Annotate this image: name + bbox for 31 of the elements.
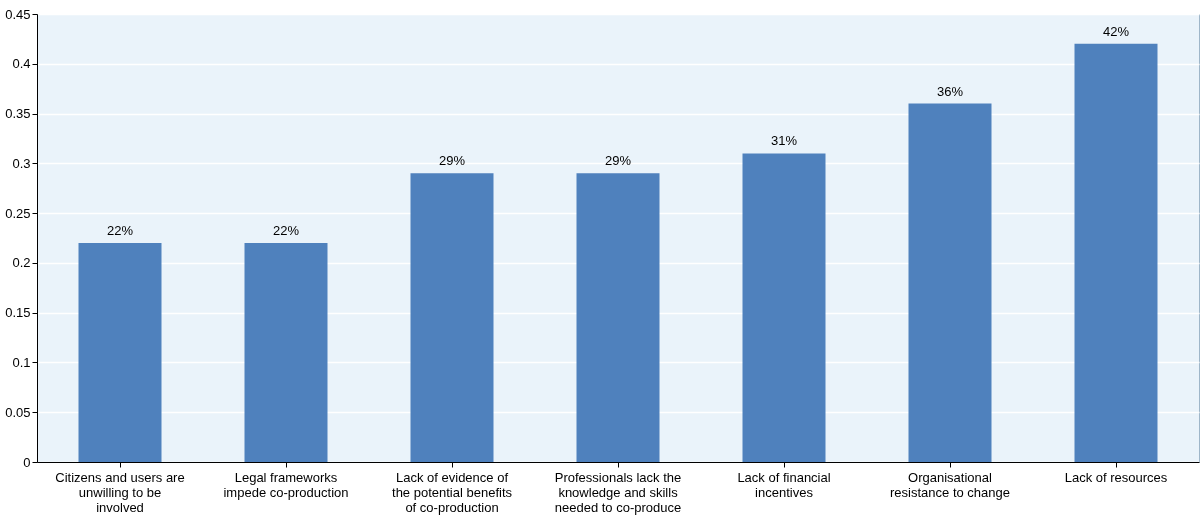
y-tick-label: 0.05 xyxy=(5,404,31,420)
y-tick-label: 0.1 xyxy=(12,354,31,370)
data-label: 36% xyxy=(936,83,964,99)
y-tick-label: 0 xyxy=(23,454,31,470)
bar xyxy=(908,103,992,462)
data-label: 22% xyxy=(272,222,300,238)
x-tick-label: Professionals lack the knowledge and skills needed to co-produce xyxy=(554,469,682,515)
y-tick-label: 0.15 xyxy=(5,305,31,321)
bar xyxy=(576,173,660,462)
data-label: 29% xyxy=(438,153,466,169)
y-tick-label: 0.25 xyxy=(5,205,31,221)
x-tick-label: Citizens and users are unwilling to be involved xyxy=(55,469,185,515)
x-tick-label: Legal frameworks impede co-production xyxy=(223,469,349,500)
data-label: 29% xyxy=(604,153,632,169)
bar xyxy=(244,242,328,462)
data-label: 22% xyxy=(106,222,134,238)
bar xyxy=(78,242,162,462)
x-tick-label: Lack of financial incentives xyxy=(737,469,831,500)
x-tick-label: Lack of evidence of the potential benefits of co-production xyxy=(392,469,513,515)
x-tick-label: Organisational resistance to change xyxy=(890,469,1010,500)
y-tick-label: 0.3 xyxy=(12,155,31,171)
y-tick-label: 0.4 xyxy=(12,56,31,72)
x-tick-label: Lack of resources xyxy=(1064,469,1168,485)
bar xyxy=(742,153,826,462)
data-label: 31% xyxy=(770,133,798,149)
y-tick-label: 0.35 xyxy=(5,106,31,122)
bar xyxy=(1074,43,1158,462)
y-tick-label: 0.45 xyxy=(5,6,31,22)
bar xyxy=(410,173,494,462)
data-label: 42% xyxy=(1102,23,1130,39)
y-tick-label: 0.2 xyxy=(12,255,31,271)
